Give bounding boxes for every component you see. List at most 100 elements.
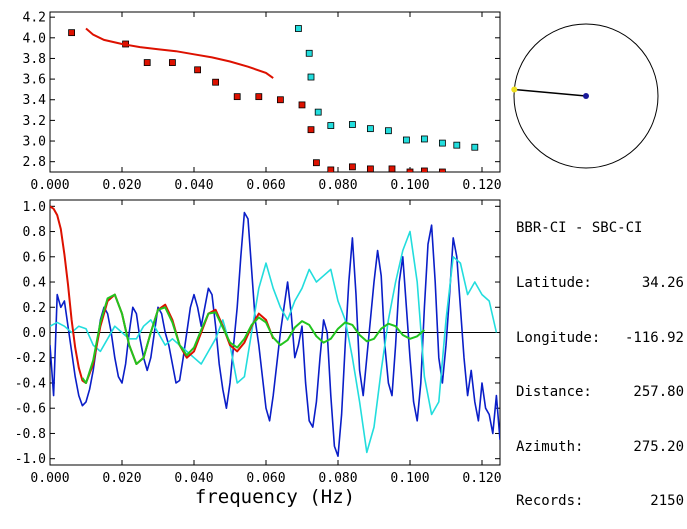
- dispersion-plot-frame: [49, 11, 501, 173]
- red-point: [307, 126, 315, 134]
- red-point: [348, 163, 356, 171]
- red-point: [276, 96, 284, 104]
- y-tick-label: -0.8: [15, 427, 46, 442]
- azimuth-dial: [511, 23, 659, 169]
- y-tick-label: 0.0: [23, 326, 46, 341]
- red-point: [312, 159, 320, 167]
- spectrum-panel: 0.000 0.020 0.040 0.060 0.080 0.100 0.120 1.00…: [15, 199, 502, 508]
- spectrum-x-axis: 0.000 0.020 0.040 0.060 0.080 0.100 0.120: [30, 200, 502, 486]
- x-tick-label: 0.060: [246, 471, 285, 486]
- distance-label: Distance:: [516, 384, 592, 401]
- cyan-point: [453, 141, 461, 149]
- y-tick-label: -0.4: [15, 376, 46, 391]
- y-tick-label: 1.0: [23, 200, 46, 215]
- red-point: [298, 101, 306, 109]
- dispersion-y-axis: 2.8 3.0 3.2 3.4 3.6 3.8 4.0 4.2: [23, 11, 500, 170]
- azimuth-value: 275.20: [633, 438, 684, 455]
- y-tick-label: 3.2: [23, 114, 46, 129]
- spectrum-series: [50, 205, 500, 458]
- y-tick-label: 3.0: [23, 135, 46, 150]
- x-tick-label: 0.080: [318, 178, 357, 193]
- info-row-distance: Distance: 257.80: [516, 383, 684, 401]
- dispersion-marks: [68, 5, 479, 172]
- y-tick-label: 0.8: [23, 225, 46, 240]
- distance-value: 257.80: [633, 384, 684, 401]
- red-point: [194, 66, 202, 74]
- records-value: 2150: [650, 493, 684, 510]
- latitude-value: 34.26: [641, 275, 684, 292]
- cyan-point: [348, 121, 356, 128]
- dispersion-x-axis: 0.000 0.020 0.040 0.060 0.080 0.100 0.120: [30, 12, 502, 193]
- latitude-label: Latitude:: [516, 275, 592, 292]
- red-point: [168, 59, 176, 66]
- x-tick-label: 0.040: [174, 178, 213, 193]
- red-point: [388, 165, 396, 172]
- cyan-point: [366, 125, 374, 133]
- x-tick-label: 0.120: [462, 471, 501, 486]
- info-row-azimuth: Azimuth: 275.20: [516, 438, 684, 456]
- station-pair: BBR-CI - SBC-CI: [516, 220, 643, 237]
- fit-curve: [85, 27, 274, 79]
- cyan-point: [294, 25, 302, 32]
- x-tick-label: 0.080: [318, 471, 357, 486]
- x-tick-label: 0.020: [102, 178, 141, 193]
- y-tick-label: 3.8: [23, 52, 46, 67]
- y-tick-label: -1.0: [15, 452, 46, 467]
- cyan-point: [384, 127, 392, 135]
- red-point: [233, 93, 241, 101]
- y-tick-label: 0.6: [23, 250, 46, 265]
- cyan-point: [402, 136, 410, 144]
- y-tick-label: 3.4: [23, 93, 47, 108]
- x-tick-label: 0.020: [102, 471, 141, 486]
- cyan-point: [438, 139, 446, 147]
- blue-series-line: [50, 211, 500, 458]
- red-point: [143, 59, 151, 66]
- y-tick-label: 0.4: [23, 276, 47, 291]
- red-point: [406, 168, 414, 172]
- longitude-value: -116.92: [624, 329, 684, 346]
- azimuth-tip-dot: [511, 86, 518, 93]
- green-series-line: [81, 293, 426, 384]
- red-point: [420, 167, 428, 172]
- x-tick-label: 0.000: [30, 471, 69, 486]
- info-row-longitude: Longitude: -116.92: [516, 329, 684, 347]
- y-tick-label: 3.6: [23, 73, 46, 88]
- y-tick-label: 2.8: [23, 155, 46, 170]
- red-point: [366, 165, 374, 172]
- cyan-point: [327, 122, 335, 129]
- x-tick-label: 0.040: [174, 471, 213, 486]
- spectrum-y-axis: 1.0 0.8 0.6 0.4 0.2 0.0 -0.2 -0.4 -0.6 -0.8 -1.0: [15, 200, 500, 467]
- red-point: [438, 168, 446, 172]
- azimuth-circle: [513, 23, 659, 169]
- red-point: [255, 93, 263, 101]
- cyan-point: [305, 49, 313, 57]
- cyan-point: [471, 143, 479, 151]
- azimuth-pointer: [514, 88, 587, 97]
- y-tick-label: -0.2: [15, 351, 46, 366]
- x-axis-label: frequency (Hz): [195, 486, 355, 508]
- y-tick-label: 4.0: [23, 31, 46, 46]
- info-row-records: Records: 2150: [516, 492, 684, 510]
- longitude-label: Longitude:: [516, 329, 601, 346]
- x-tick-label: 0.060: [246, 178, 285, 193]
- red-point: [68, 29, 75, 37]
- x-tick-label: 0.120: [462, 178, 501, 193]
- y-tick-label: 0.2: [23, 301, 46, 316]
- azimuth-center-dot: [583, 93, 589, 99]
- red-series-line: [50, 205, 275, 384]
- x-tick-label: 0.100: [390, 178, 429, 193]
- x-tick-label: 0.000: [30, 178, 69, 193]
- red-point: [212, 78, 220, 86]
- cyan-point: [307, 73, 315, 81]
- cyan-point: [420, 135, 428, 143]
- cyan-series-line: [50, 230, 498, 454]
- records-label: Records:: [516, 493, 584, 510]
- x-tick-label: 0.100: [390, 471, 429, 486]
- y-tick-label: -0.6: [15, 402, 46, 417]
- cyan-point: [314, 108, 322, 116]
- info-row-latitude: Latitude: 34.26: [516, 274, 684, 292]
- y-tick-label: 4.2: [23, 11, 46, 26]
- cyan-point: [281, 5, 287, 11]
- dispersion-panel: 0.000 0.020 0.040 0.060 0.080 0.100 0.120 2.8 3…: [23, 5, 502, 193]
